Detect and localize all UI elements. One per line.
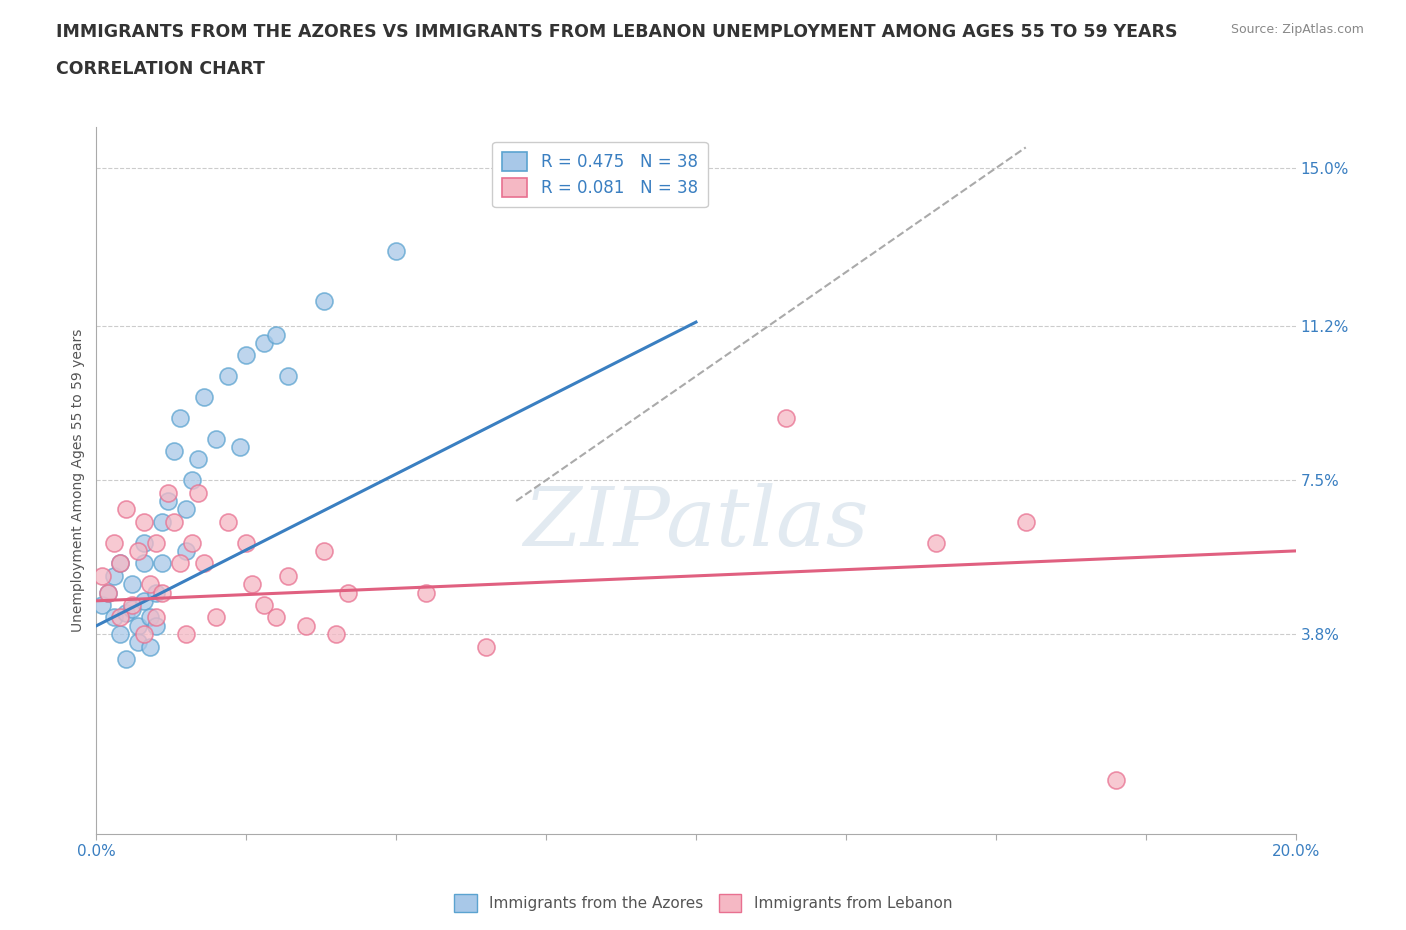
Point: [134, 535, 156, 550]
Point: [97, 585, 120, 600]
Point: [253, 598, 276, 613]
Point: [174, 543, 197, 558]
Point: [91, 598, 114, 613]
Point: [163, 514, 186, 529]
Point: [150, 585, 173, 600]
Point: [475, 639, 498, 654]
Point: [240, 577, 263, 591]
Point: [193, 556, 215, 571]
Point: [110, 556, 132, 571]
Y-axis label: Unemployment Among Ages 55 to 59 years: Unemployment Among Ages 55 to 59 years: [72, 328, 86, 631]
Point: [134, 593, 156, 608]
Legend: Immigrants from the Azores, Immigrants from Lebanon: Immigrants from the Azores, Immigrants f…: [447, 888, 959, 918]
Legend: R = 0.475   N = 38, R = 0.081   N = 38: R = 0.475 N = 38, R = 0.081 N = 38: [492, 142, 707, 207]
Point: [314, 294, 336, 309]
Point: [139, 577, 162, 591]
Point: [115, 502, 138, 517]
Point: [1015, 514, 1038, 529]
Point: [110, 556, 132, 571]
Point: [415, 585, 437, 600]
Point: [169, 556, 191, 571]
Point: [145, 585, 167, 600]
Point: [235, 535, 257, 550]
Point: [385, 244, 408, 259]
Point: [277, 568, 299, 583]
Point: [235, 348, 257, 363]
Point: [127, 543, 149, 558]
Point: [1105, 772, 1128, 787]
Point: [264, 610, 287, 625]
Point: [187, 485, 209, 500]
Point: [277, 369, 299, 384]
Point: [187, 452, 209, 467]
Point: [253, 336, 276, 351]
Point: [157, 485, 180, 500]
Point: [295, 618, 318, 633]
Point: [134, 514, 156, 529]
Point: [193, 390, 215, 405]
Point: [181, 535, 204, 550]
Point: [127, 635, 149, 650]
Point: [134, 627, 156, 642]
Point: [103, 535, 125, 550]
Point: [150, 556, 173, 571]
Point: [325, 627, 347, 642]
Point: [121, 577, 143, 591]
Point: [103, 610, 125, 625]
Point: [163, 444, 186, 458]
Point: [103, 568, 125, 583]
Point: [925, 535, 948, 550]
Point: [264, 327, 287, 342]
Point: [181, 472, 204, 487]
Point: [145, 610, 167, 625]
Text: CORRELATION CHART: CORRELATION CHART: [56, 60, 266, 78]
Point: [115, 652, 138, 667]
Point: [121, 602, 143, 617]
Point: [145, 535, 167, 550]
Point: [115, 605, 138, 620]
Point: [127, 618, 149, 633]
Point: [229, 440, 252, 455]
Point: [110, 610, 132, 625]
Point: [217, 514, 239, 529]
Point: [205, 432, 228, 446]
Point: [775, 410, 797, 425]
Point: [157, 494, 180, 509]
Point: [97, 585, 120, 600]
Point: [314, 543, 336, 558]
Text: Source: ZipAtlas.com: Source: ZipAtlas.com: [1230, 23, 1364, 36]
Point: [217, 369, 239, 384]
Text: IMMIGRANTS FROM THE AZORES VS IMMIGRANTS FROM LEBANON UNEMPLOYMENT AMONG AGES 55: IMMIGRANTS FROM THE AZORES VS IMMIGRANTS…: [56, 23, 1178, 41]
Point: [205, 610, 228, 625]
Point: [174, 627, 197, 642]
Point: [134, 556, 156, 571]
Point: [169, 410, 191, 425]
Point: [121, 598, 143, 613]
Point: [110, 627, 132, 642]
Point: [139, 610, 162, 625]
Point: [145, 618, 167, 633]
Point: [337, 585, 360, 600]
Point: [91, 568, 114, 583]
Point: [174, 502, 197, 517]
Text: ZIPatlas: ZIPatlas: [523, 483, 869, 563]
Point: [139, 639, 162, 654]
Point: [150, 514, 173, 529]
